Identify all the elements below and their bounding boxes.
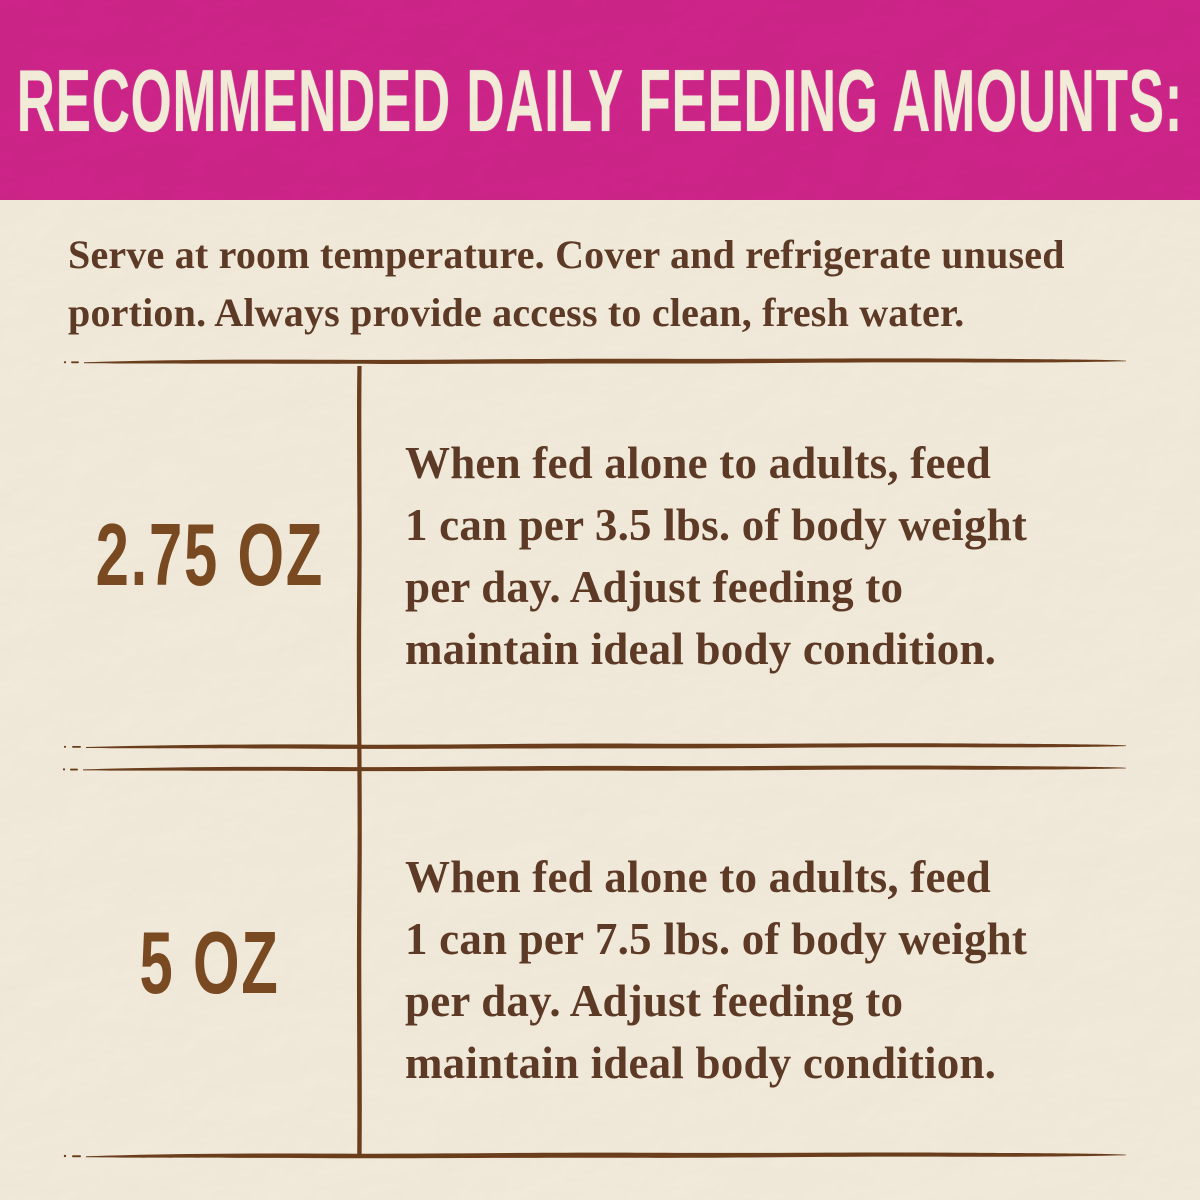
- instructions-cell-275oz: When fed alone to adults, feed 1 can per…: [405, 432, 1125, 680]
- size-cell-5oz: 5 OZ: [62, 914, 358, 1013]
- instruction-line: 1 can per 3.5 lbs. of body weight: [405, 500, 1028, 550]
- size-cell-275oz: 2.75 OZ: [62, 506, 358, 605]
- instructions-cell-5oz: When fed alone to adults, feed 1 can per…: [405, 846, 1125, 1094]
- instruction-line: 1 can per 7.5 lbs. of body weight: [405, 914, 1028, 964]
- instruction-line: maintain ideal body condition.: [405, 624, 997, 674]
- instruction-line: per day. Adjust feeding to: [405, 976, 904, 1026]
- serving-instructions-line: Serve at room temperature. Cover and ref…: [68, 232, 1065, 277]
- table-top-rule: [60, 354, 1132, 368]
- header-banner: RECOMMENDED DAILY FEEDING AMOUNTS:: [0, 0, 1200, 200]
- instruction-line: When fed alone to adults, feed: [405, 852, 992, 902]
- instruction-line: When fed alone to adults, feed: [405, 438, 992, 488]
- table-middle-rule-lower: [60, 761, 1132, 775]
- size-label-275oz: 2.75 OZ: [95, 505, 325, 605]
- size-label-5oz: 5 OZ: [139, 913, 281, 1013]
- page-title: RECOMMENDED DAILY FEEDING AMOUNTS:: [16, 50, 1184, 150]
- table-middle-rule-upper: [60, 739, 1132, 753]
- table-column-divider: [353, 366, 365, 1156]
- serving-instructions: Serve at room temperature. Cover and ref…: [68, 226, 1178, 342]
- instruction-line: maintain ideal body condition.: [405, 1038, 997, 1088]
- instruction-line: per day. Adjust feeding to: [405, 562, 904, 612]
- table-bottom-rule: [60, 1148, 1132, 1162]
- serving-instructions-line: portion. Always provide access to clean,…: [68, 290, 965, 335]
